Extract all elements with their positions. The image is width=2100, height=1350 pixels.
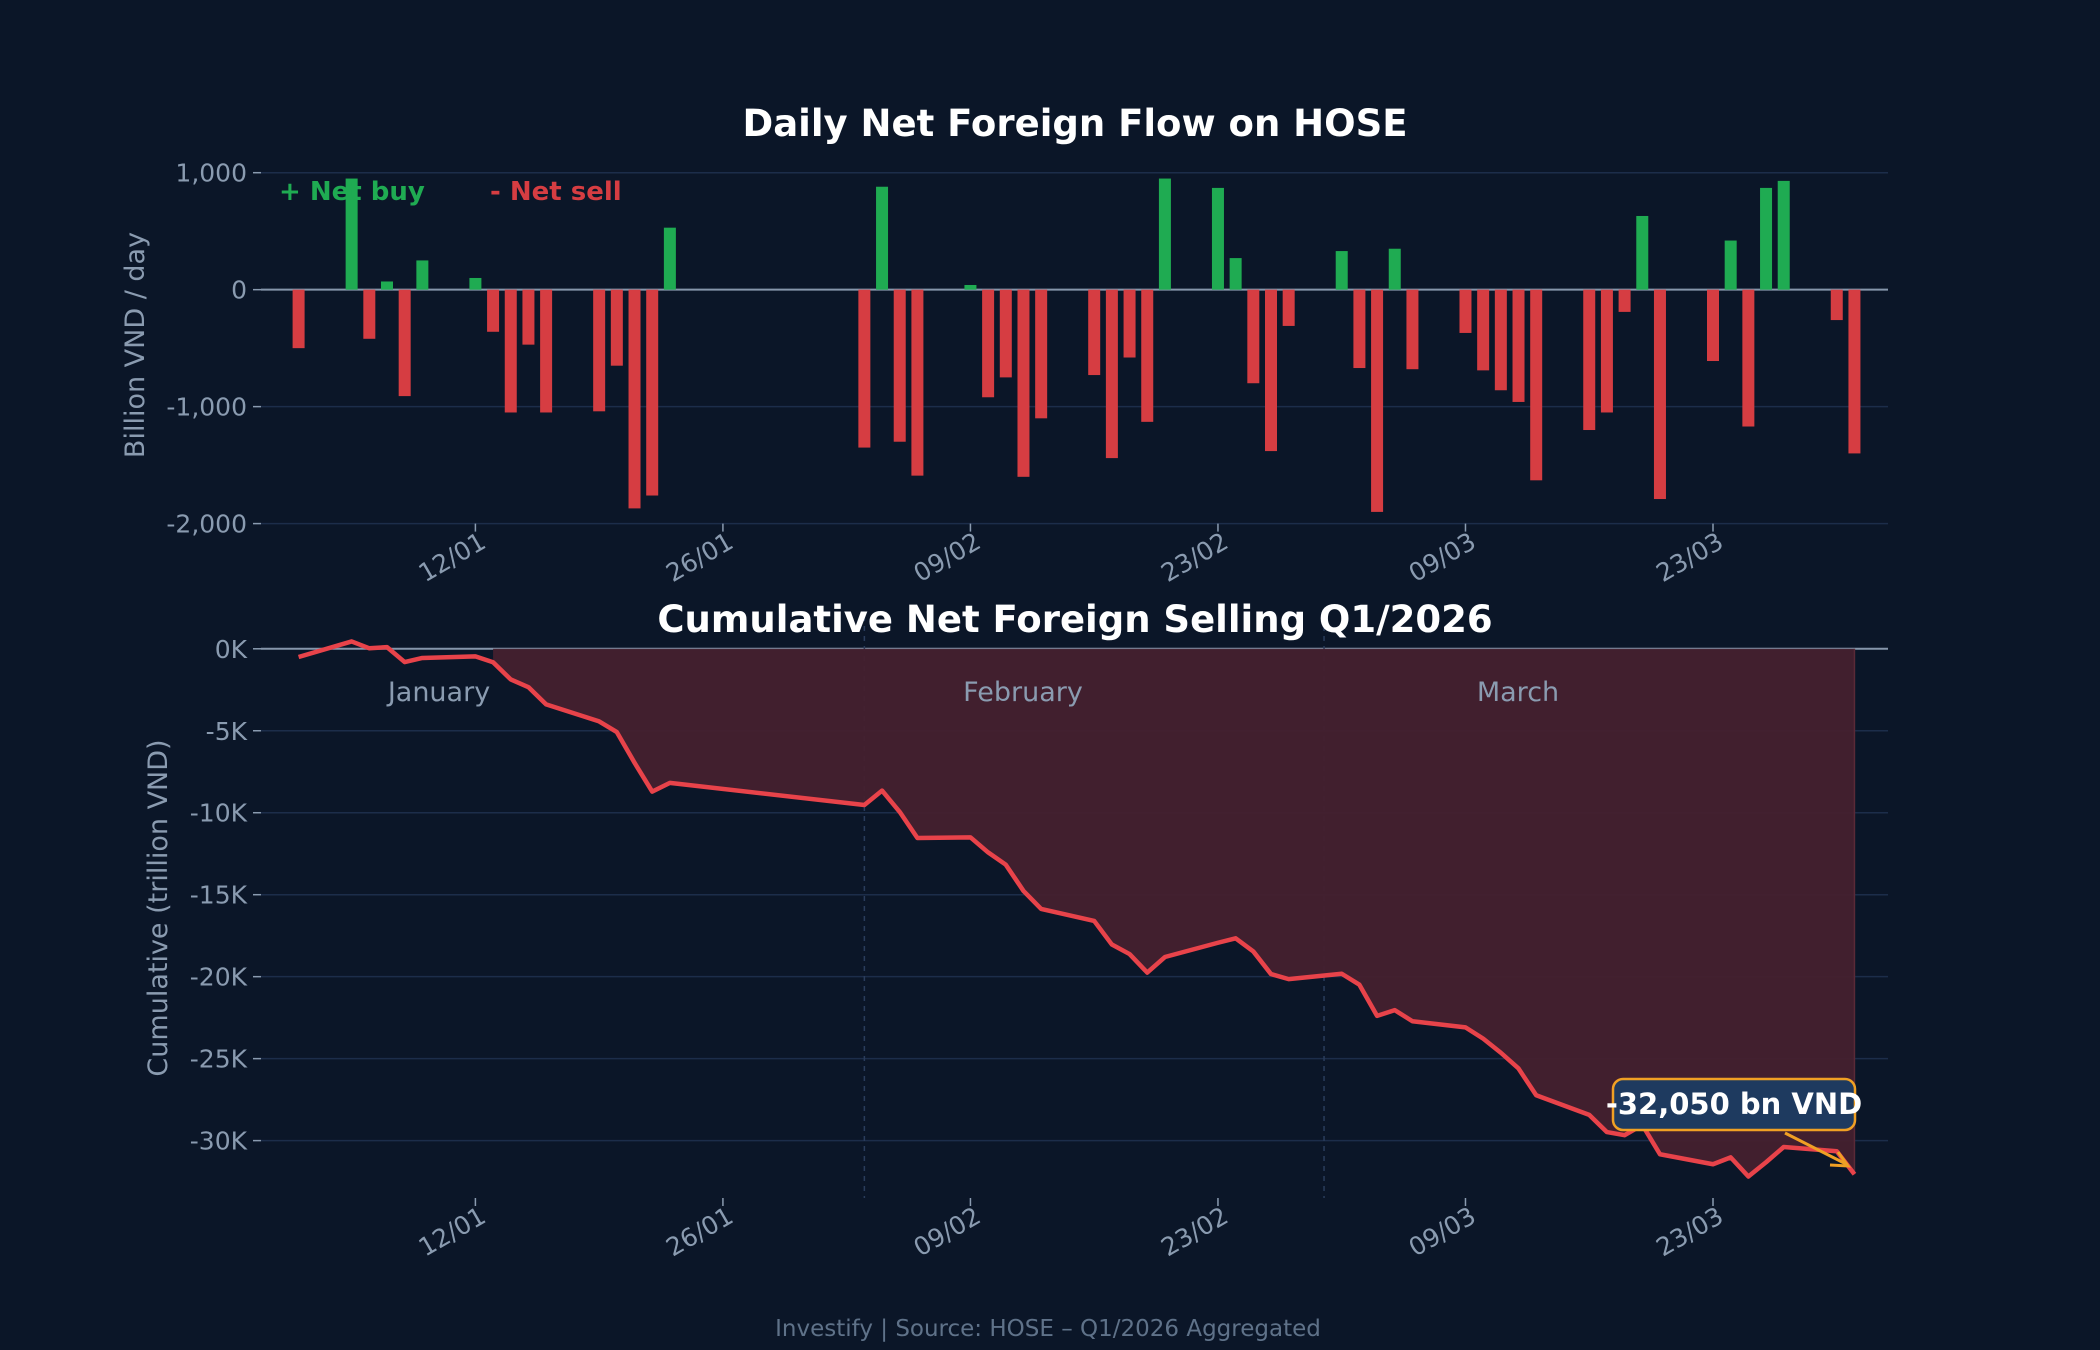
net-sell-bar (1477, 289, 1490, 371)
cumulative-fill-area (493, 648, 1855, 1177)
net-buy-bar (1388, 248, 1401, 290)
net-sell-bar (1653, 289, 1666, 500)
net-sell-bar (1512, 289, 1525, 402)
net-sell-bar (398, 289, 411, 397)
net-buy-bar (345, 178, 358, 290)
net-sell-bar (1830, 289, 1843, 321)
net-sell-bar (1282, 289, 1295, 326)
net-sell-bar (1265, 289, 1277, 452)
net-buy-bar (1211, 187, 1224, 290)
net-sell-bar (1141, 289, 1154, 422)
daily-bars (292, 178, 1861, 512)
net-sell-bar (1459, 289, 1472, 333)
net-sell-bar (911, 289, 924, 476)
net-buy-bar (1760, 187, 1773, 290)
net-buy-bar (1335, 251, 1348, 290)
net-sell-bar (1707, 289, 1719, 362)
daily-y-tick-label: 1,000 (175, 159, 247, 188)
legend-net-buy: + Net buy (279, 177, 425, 207)
net-sell-bar (858, 289, 871, 448)
cumulative-y-tick-label: 0K (215, 635, 248, 664)
cumulative-y-tick-label: -5K (206, 717, 248, 746)
net-sell-bar (363, 289, 376, 339)
month-label-february: February (963, 677, 1083, 708)
net-buy-bar (381, 281, 393, 290)
net-sell-bar (1371, 289, 1384, 512)
net-sell-bar (628, 289, 641, 509)
net-sell-bar (522, 289, 535, 345)
net-sell-bar (292, 289, 305, 349)
daily-y-axis-label: Billion VND / day (120, 232, 151, 458)
net-sell-bar (1848, 289, 1861, 454)
legend-net-sell: - Net sell (490, 177, 622, 207)
net-sell-bar (504, 289, 517, 413)
net-sell-bar (487, 289, 500, 332)
net-sell-bar (893, 289, 906, 442)
cumulative-y-axis-label: Cumulative (trillion VND) (143, 739, 174, 1076)
net-sell-bar (1618, 289, 1631, 312)
net-sell-bar (540, 289, 553, 413)
net-sell-bar (1123, 289, 1136, 358)
net-buy-bar (416, 260, 429, 290)
net-buy-bar (469, 277, 482, 290)
net-sell-bar (1406, 289, 1419, 370)
net-sell-bar (1600, 289, 1613, 413)
net-buy-bar (1636, 215, 1649, 290)
cumulative-y-tick-label: -25K (190, 1045, 248, 1074)
net-sell-bar (593, 289, 606, 412)
net-sell-bar (1247, 289, 1260, 384)
daily-y-tick-label: -1,000 (166, 393, 247, 422)
net-buy-bar (1777, 180, 1790, 290)
footer-source: Investify | Source: HOSE – Q1/2026 Aggre… (775, 1316, 1321, 1342)
daily-y-tick-label: -2,000 (166, 510, 247, 539)
net-buy-bar (876, 186, 889, 290)
annotation-arrowhead-icon (1829, 1151, 1852, 1168)
cumulative-y-tick-label: -30K (190, 1127, 248, 1156)
month-label-march: March (1477, 677, 1559, 708)
daily-chart-title: Daily Net Foreign Flow on HOSE (742, 102, 1407, 145)
net-sell-bar (1530, 289, 1543, 481)
net-sell-bar (982, 289, 995, 398)
cumulative-y-tick-label: -20K (190, 963, 248, 992)
net-buy-bar (663, 227, 676, 290)
annotation-arrow-icon (1784, 1131, 1847, 1166)
net-buy-bar (964, 284, 977, 290)
net-sell-bar (646, 289, 659, 496)
net-sell-bar (1353, 289, 1366, 369)
net-buy-bar (1229, 258, 1242, 290)
final-value-annotation: -32,050 bn VND (1606, 1077, 1862, 1168)
net-sell-bar (610, 289, 623, 366)
cumulative-chart-title: Cumulative Net Foreign Selling Q1/2026 (657, 598, 1492, 641)
net-sell-bar (1035, 289, 1048, 419)
net-sell-bar (1105, 289, 1118, 459)
net-sell-bar (1017, 289, 1030, 477)
net-buy-bar (1724, 240, 1737, 290)
net-buy-bar (1158, 178, 1171, 290)
annotation-text: -32,050 bn VND (1606, 1087, 1862, 1121)
cumulative-y-tick-label: -15K (190, 881, 248, 910)
daily-y-tick-label: 0 (231, 276, 247, 305)
net-sell-bar (1494, 289, 1507, 391)
cumulative-y-tick-label: -10K (190, 799, 248, 828)
net-sell-bar (1088, 289, 1101, 376)
annotation-box (1611, 1077, 1857, 1132)
net-sell-bar (999, 289, 1012, 378)
net-sell-bar (1583, 289, 1596, 431)
net-sell-bar (1742, 289, 1755, 427)
month-label-january: January (386, 677, 490, 708)
